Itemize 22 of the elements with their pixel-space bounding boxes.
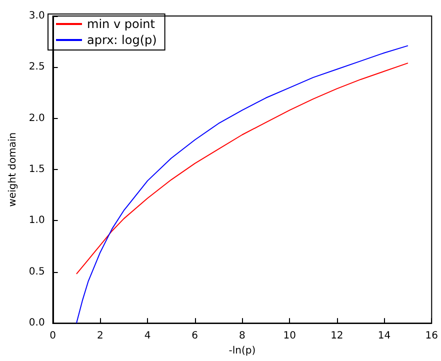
- x-tick-label: 6: [192, 330, 198, 342]
- x-tick-label: 14: [378, 330, 391, 342]
- y-tick-label: 1.5: [28, 164, 45, 176]
- x-tick-label: 0: [50, 330, 56, 342]
- x-axis-title: -ln(p): [228, 346, 256, 356]
- y-tick-label: 0.5: [28, 266, 45, 278]
- y-tick-label: 0.0: [28, 318, 45, 329]
- x-tick-label: 10: [283, 330, 296, 342]
- legend-label: aprx: log(p): [87, 33, 157, 47]
- x-tick-label: 8: [239, 330, 246, 342]
- x-tick-label: 16: [425, 330, 438, 342]
- y-axis-title: weight domain: [8, 132, 18, 207]
- y-tick-label: 3.0: [28, 10, 45, 22]
- y-tick-label: 1.0: [28, 215, 45, 226]
- line-series: [76, 45, 408, 324]
- y-tick-label: 2.5: [28, 62, 45, 73]
- x-tick-label: 4: [144, 330, 151, 342]
- legend-label: min v point: [87, 17, 156, 31]
- x-tick-label: 2: [96, 330, 104, 342]
- line-series: [76, 62, 408, 274]
- x-tick-label: 12: [330, 330, 344, 342]
- y-tick-label: 2.0: [28, 112, 45, 124]
